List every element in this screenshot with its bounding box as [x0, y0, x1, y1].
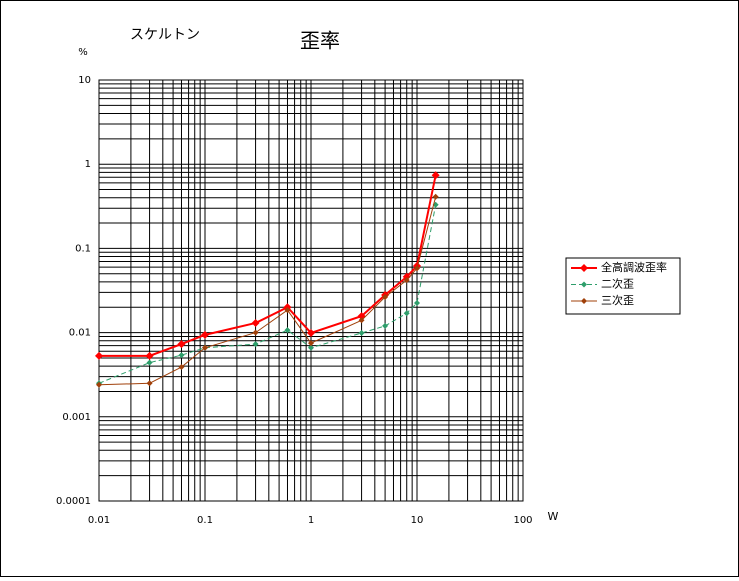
point — [414, 265, 420, 272]
point — [178, 352, 185, 359]
series-line — [98, 196, 437, 386]
point — [308, 344, 314, 351]
point — [145, 351, 154, 360]
point — [202, 344, 208, 351]
point — [284, 307, 291, 314]
x-tick-label: 0.01 — [88, 515, 110, 526]
y-tick-label: 0.001 — [62, 412, 91, 423]
y-axis-label: % — [78, 47, 88, 58]
y-tick-label: 0.1 — [75, 243, 91, 254]
point — [432, 193, 439, 200]
legend-marker — [581, 298, 587, 304]
point — [308, 340, 314, 347]
point — [96, 381, 102, 388]
point — [403, 277, 410, 284]
x-tick-label: 100 — [513, 515, 532, 526]
series-line — [98, 204, 437, 384]
point — [307, 328, 315, 337]
point — [146, 359, 153, 366]
x-tick-label: 0.1 — [197, 515, 213, 526]
legend-marker — [580, 264, 588, 272]
chart-title: 歪率 — [300, 29, 340, 53]
legend-label: 全高調波歪率 — [601, 260, 667, 274]
point — [382, 322, 389, 329]
point — [382, 293, 389, 300]
x-axis-label: W — [548, 510, 559, 523]
point — [201, 330, 209, 339]
legend-marker — [581, 281, 587, 288]
y-tick-label: 0.01 — [69, 328, 91, 339]
point — [403, 310, 410, 317]
point — [252, 341, 259, 348]
point — [284, 327, 291, 334]
chart-subtitle: スケルトン — [130, 27, 200, 43]
point — [178, 364, 185, 371]
point — [251, 319, 260, 328]
y-tick-label: 10 — [78, 75, 91, 86]
x-tick-label: 10 — [411, 515, 424, 526]
y-tick-label: 0.0001 — [56, 496, 91, 507]
point — [146, 380, 153, 387]
point — [402, 272, 411, 281]
point — [252, 329, 259, 336]
point — [358, 329, 365, 336]
legend-label: 三次歪 — [601, 293, 634, 307]
legend-label: 二次歪 — [601, 277, 634, 291]
point — [414, 299, 420, 306]
point — [431, 171, 440, 180]
y-tick-label: 1 — [85, 159, 91, 170]
x-tick-label: 1 — [308, 515, 314, 526]
point — [358, 317, 365, 324]
point — [95, 351, 103, 360]
point — [177, 340, 186, 349]
